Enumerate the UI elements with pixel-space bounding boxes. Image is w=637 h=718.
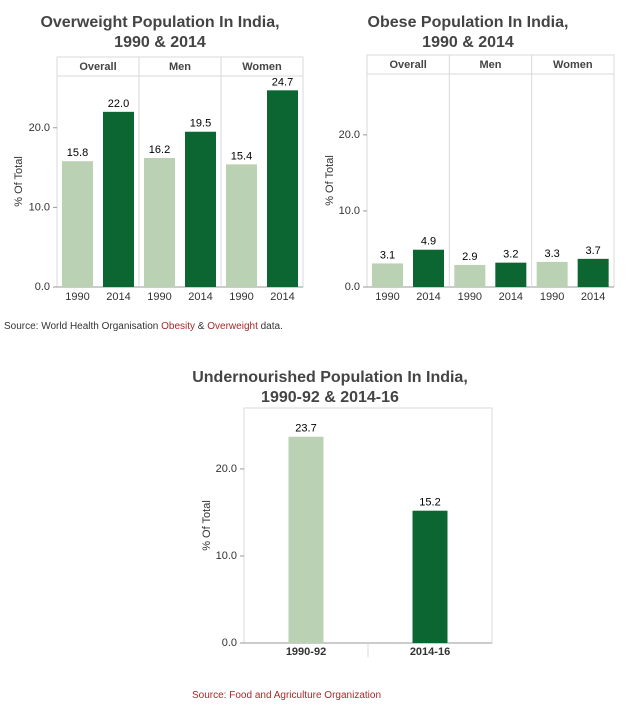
bar bbox=[372, 263, 403, 287]
bar bbox=[412, 510, 448, 643]
y-tick-label: 10.0 bbox=[216, 550, 237, 562]
x-tick-label: 2014 bbox=[188, 291, 212, 303]
y-tick-label: 10.0 bbox=[29, 201, 50, 213]
data-label: 24.7 bbox=[272, 76, 293, 88]
x-tick-label: 2014 bbox=[270, 291, 294, 303]
plot-frame bbox=[366, 54, 615, 288]
chart-title-line: 1990-92 & 2014-16 bbox=[261, 389, 399, 406]
group-header: Women bbox=[242, 61, 282, 73]
data-label: 15.2 bbox=[419, 497, 440, 509]
source-prefix: Source: World Health Organisation bbox=[4, 321, 162, 332]
group-header: Overall bbox=[390, 59, 427, 71]
y-tick-label: 0.0 bbox=[35, 281, 50, 293]
data-label: 3.7 bbox=[586, 245, 601, 257]
y-axis-title: % Of Total bbox=[13, 156, 25, 207]
y-tick-label: 10.0 bbox=[339, 205, 360, 217]
chart-title-line: 1990 & 2014 bbox=[422, 34, 514, 51]
data-label: 3.3 bbox=[545, 248, 560, 260]
data-label: 23.7 bbox=[295, 423, 316, 435]
data-label: 19.5 bbox=[190, 118, 211, 130]
data-label: 3.1 bbox=[380, 249, 395, 261]
bar bbox=[144, 158, 175, 287]
y-tick-label: 20.0 bbox=[339, 129, 360, 141]
bar bbox=[495, 262, 527, 287]
x-tick-label: 2014 bbox=[499, 291, 523, 303]
chart-title-line: Overweight Population In India, bbox=[40, 14, 280, 31]
chart-title-overweight: Overweight Population In India, 1990 & 2… bbox=[0, 13, 320, 53]
fao-link[interactable]: Food and Agriculture Organization bbox=[229, 690, 382, 701]
overweight-link[interactable]: Overweight bbox=[207, 321, 258, 332]
plot-frame bbox=[56, 56, 304, 288]
x-tick-label: 2014 bbox=[106, 291, 130, 303]
source-note-who: Source: World Health Organisation Obesit… bbox=[4, 321, 283, 332]
source-note-fao: Source: Food and Agriculture Organizatio… bbox=[192, 690, 381, 701]
y-tick-label: 0.0 bbox=[222, 637, 237, 649]
plot-frame bbox=[243, 407, 493, 644]
bar bbox=[454, 264, 486, 287]
bar bbox=[536, 261, 568, 287]
source-prefix: Source: bbox=[192, 690, 230, 701]
y-axis-title: % Of Total bbox=[324, 155, 336, 206]
x-tick-label: 1990 bbox=[147, 291, 171, 303]
x-tick-label: 1990 bbox=[375, 291, 399, 303]
bar bbox=[185, 131, 216, 287]
bar bbox=[577, 258, 609, 287]
group-header: Men bbox=[479, 59, 501, 71]
bar bbox=[226, 164, 257, 287]
x-tick-label: 2014 bbox=[416, 291, 440, 303]
data-label: 15.4 bbox=[231, 150, 252, 162]
y-tick-label: 20.0 bbox=[29, 122, 50, 134]
data-label: 22.0 bbox=[108, 98, 129, 110]
x-tick-label: 1990 bbox=[540, 291, 564, 303]
y-tick-label: 0.0 bbox=[345, 281, 360, 293]
data-label: 15.8 bbox=[67, 147, 88, 159]
chart-title-line: 1990 & 2014 bbox=[114, 34, 206, 51]
chart-title-undernourished: Undernourished Population In India, 1990… bbox=[180, 368, 480, 408]
group-header: Women bbox=[553, 59, 593, 71]
source-suffix: data. bbox=[257, 321, 283, 332]
data-label: 3.2 bbox=[503, 249, 518, 261]
bar bbox=[103, 111, 134, 287]
x-tick-label: 1990 bbox=[229, 291, 253, 303]
x-tick-label: 1990-92 bbox=[286, 646, 326, 658]
x-tick-label: 1990 bbox=[65, 291, 89, 303]
data-label: 2.9 bbox=[462, 251, 477, 263]
group-header: Men bbox=[169, 61, 191, 73]
x-tick-label: 2014 bbox=[581, 291, 605, 303]
bar bbox=[62, 161, 93, 287]
chart-title-obese: Obese Population In India, 1990 & 2014 bbox=[308, 13, 628, 53]
x-tick-label: 1990 bbox=[458, 291, 482, 303]
data-label: 4.9 bbox=[421, 236, 436, 248]
y-tick-label: 20.0 bbox=[216, 463, 237, 475]
source-mid: & bbox=[195, 321, 208, 332]
bar bbox=[413, 249, 444, 287]
obesity-link[interactable]: Obesity bbox=[161, 321, 196, 332]
group-header: Overall bbox=[79, 61, 116, 73]
chart-title-line: Undernourished Population In India, bbox=[192, 369, 468, 386]
data-label: 16.2 bbox=[149, 144, 170, 156]
bar bbox=[267, 90, 298, 287]
x-tick-label: 2014-16 bbox=[410, 646, 450, 658]
bar bbox=[288, 436, 324, 643]
chart-title-line: Obese Population In India, bbox=[367, 14, 569, 31]
y-axis-title: % Of Total bbox=[201, 500, 213, 551]
